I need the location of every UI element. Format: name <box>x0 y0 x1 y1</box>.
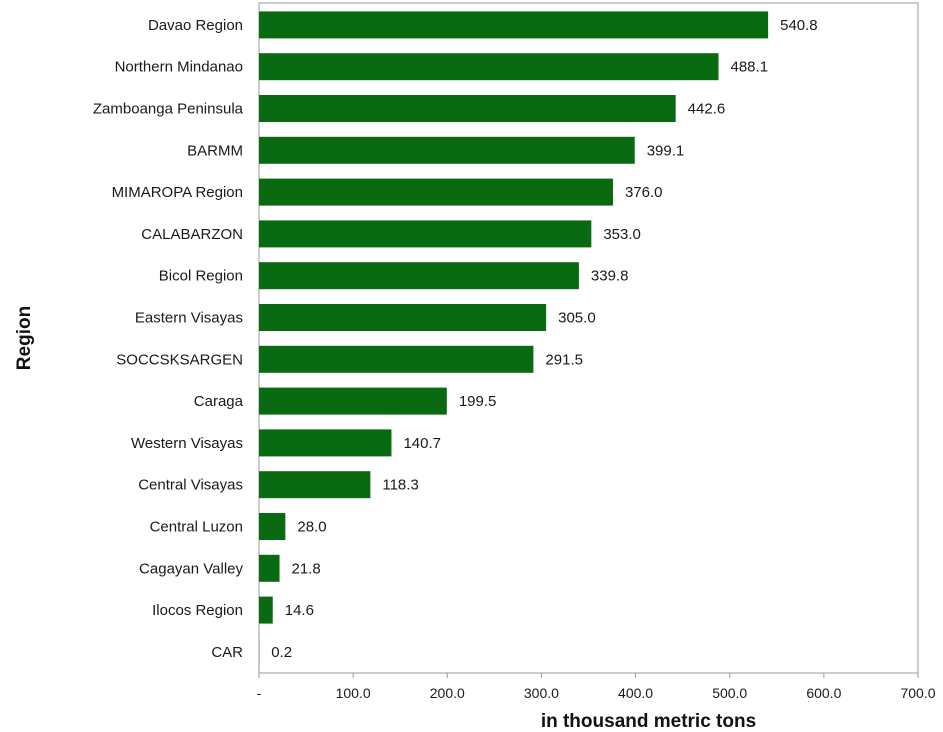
value-label: 291.5 <box>545 351 583 368</box>
category-label: Davao Region <box>148 17 243 34</box>
x-tick-label: 400.0 <box>618 685 653 701</box>
category-label: Bicol Region <box>159 268 243 285</box>
x-tick-label: 700.0 <box>900 685 935 701</box>
x-tick-label: 600.0 <box>806 685 841 701</box>
value-label: 442.6 <box>688 101 726 118</box>
bar <box>259 596 273 624</box>
category-label: Cagayan Valley <box>139 560 243 577</box>
plot-area-frame <box>258 2 919 674</box>
category-label: Central Visayas <box>138 477 243 494</box>
bar <box>259 178 613 206</box>
bar <box>259 262 579 290</box>
y-axis-title: Region <box>14 306 35 370</box>
value-label: 353.0 <box>603 226 641 243</box>
category-labels: Davao Region Northern Mindanao Zamboanga P… <box>93 17 244 661</box>
value-label: 118.3 <box>382 477 418 494</box>
value-label: 0.2 <box>271 644 292 661</box>
category-label: Caraga <box>194 393 244 410</box>
x-axis-title: in thousand metric tons <box>541 711 756 732</box>
value-label: 28.0 <box>297 519 326 536</box>
value-label: 488.1 <box>731 59 769 76</box>
category-label: Central Luzon <box>150 519 243 536</box>
category-label: MIMAROPA Region <box>112 184 243 201</box>
bar <box>259 136 635 164</box>
category-label: CALABARZON <box>141 226 243 243</box>
x-tick-label: 100.0 <box>336 685 371 701</box>
x-tick-label: 200.0 <box>430 685 465 701</box>
bar <box>259 554 280 582</box>
bar <box>259 429 392 457</box>
bars-group <box>259 11 769 666</box>
category-label: Zamboanga Peninsula <box>93 101 244 118</box>
value-label: 339.8 <box>591 268 629 285</box>
category-label: Eastern Visayas <box>135 310 243 327</box>
value-label: 399.1 <box>647 142 685 159</box>
bar <box>259 95 676 122</box>
x-tick-label: - <box>257 685 262 701</box>
category-label: Western Visayas <box>131 435 243 452</box>
bar <box>259 11 769 39</box>
value-label: 376.0 <box>625 184 663 201</box>
value-labels: 540.8 488.1 442.6 399.1 376.0 353.0 339.8 305.0… <box>271 17 817 661</box>
value-label: 540.8 <box>780 17 818 34</box>
bar <box>259 304 547 331</box>
value-label: 140.7 <box>403 435 441 452</box>
value-label: 14.6 <box>285 602 314 619</box>
category-label: Northern Mindanao <box>115 59 243 76</box>
bar <box>259 220 592 248</box>
category-label: BARMM <box>187 142 243 159</box>
bar <box>259 387 447 415</box>
value-label: 305.0 <box>558 310 596 327</box>
value-label: 21.8 <box>292 560 321 577</box>
category-label: SOCCSKSARGEN <box>116 351 243 368</box>
x-tick-label: 300.0 <box>524 685 559 701</box>
bar <box>259 345 534 373</box>
bar <box>259 513 286 540</box>
value-label: 199.5 <box>459 393 497 410</box>
category-label: CAR <box>211 644 243 661</box>
category-label: Ilocos Region <box>152 602 243 619</box>
x-axis-ticks: - 100.0 200.0 300.0 400.0 500.0 600.0 700.0 <box>257 673 936 701</box>
x-tick-label: 500.0 <box>712 685 747 701</box>
bar <box>259 53 719 81</box>
bar <box>259 471 371 499</box>
